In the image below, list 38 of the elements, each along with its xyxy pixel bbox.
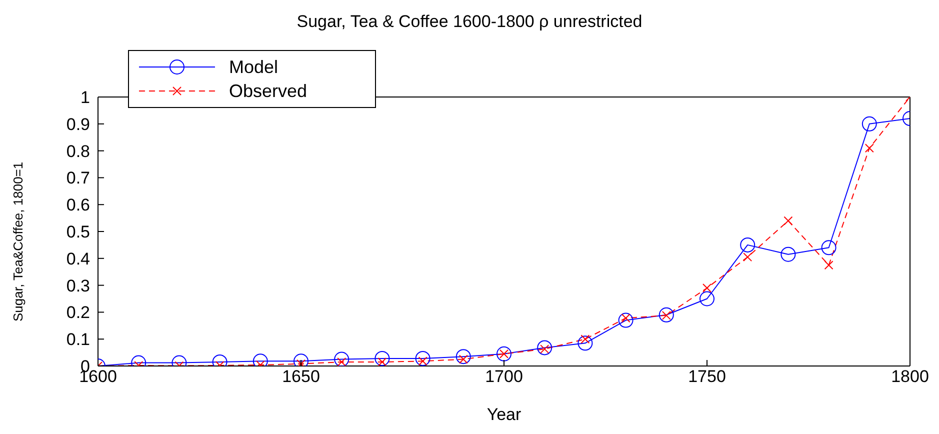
point [374, 350, 390, 366]
point [702, 283, 712, 292]
y-tick-label: 0.5 [66, 222, 90, 242]
point [537, 340, 552, 356]
y-tick-label: 0.3 [66, 276, 90, 296]
point [864, 144, 874, 153]
y-tick-label: 0.4 [66, 249, 90, 268]
y-axis-title: Sugar, Tea&Coffee, 1800=1 [10, 162, 26, 322]
point [658, 307, 674, 322]
legend-label: Model [229, 56, 278, 78]
y-tick-label: 0.1 [66, 330, 90, 350]
point [824, 260, 834, 270]
point [415, 350, 430, 366]
point [784, 216, 793, 226]
x-tick-label: 1750 [688, 367, 726, 386]
point [578, 336, 593, 351]
point [496, 346, 512, 362]
x-axis-title: Year [486, 405, 522, 424]
point [821, 240, 836, 256]
point [334, 352, 350, 366]
y-tick-label: 0.8 [66, 142, 90, 161]
x-tick-label: 1650 [282, 367, 320, 386]
y-tick-label: 0.6 [66, 196, 90, 215]
legend-label: Observed [229, 80, 308, 102]
point [456, 349, 471, 364]
chart-title: Sugar, Tea & Coffee 1600-1800 ρ unrestricted [296, 12, 644, 32]
point [700, 291, 714, 306]
point [743, 252, 752, 262]
x-tick-label: 1800 [891, 367, 929, 386]
point [862, 116, 877, 132]
y-tick-label: 0.2 [66, 303, 90, 322]
y-tick-label: 1 [80, 88, 90, 107]
y-tick-label: 0.9 [66, 114, 90, 134]
point [780, 246, 796, 262]
point [740, 237, 756, 252]
x-tick-label: 1700 [485, 367, 523, 386]
y-tick-label: 0.7 [66, 168, 90, 188]
point [618, 312, 634, 328]
